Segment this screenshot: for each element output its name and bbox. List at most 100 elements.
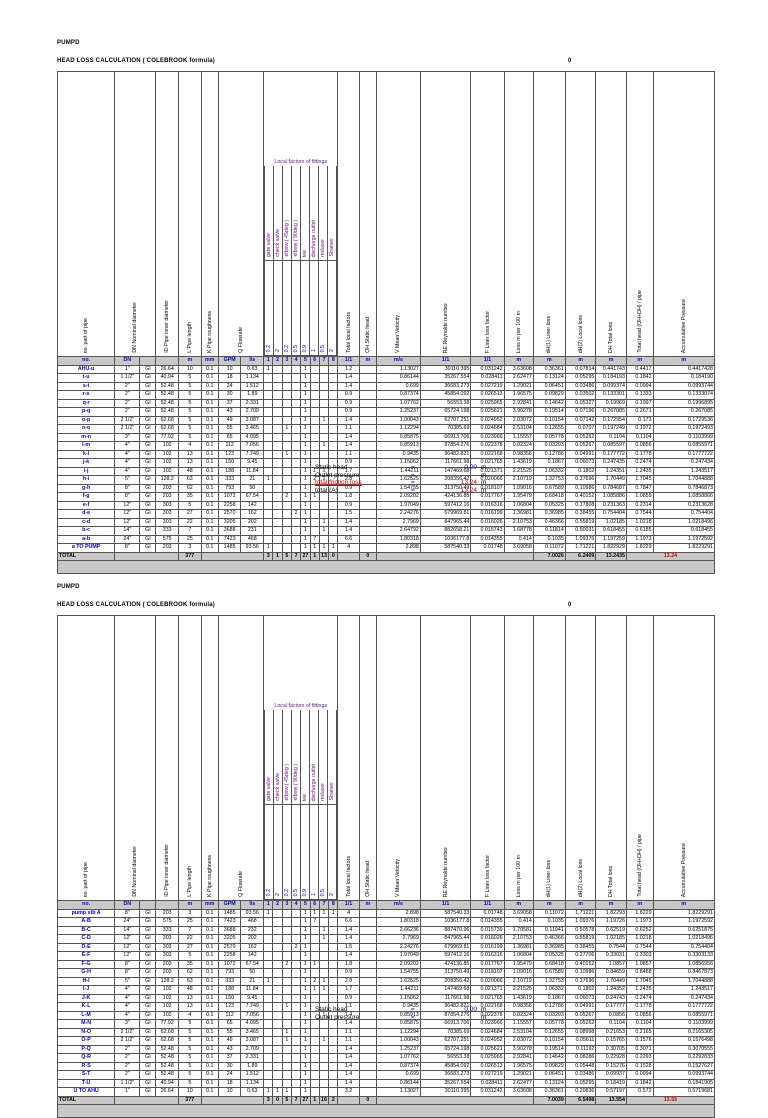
table-cell: D-E [56, 942, 116, 952]
fitting-factor-value: 2 [275, 893, 282, 896]
table-cell [318, 1044, 330, 1054]
unit-cell: m [178, 356, 202, 366]
unit-cell: mm [200, 356, 219, 366]
table-cell [281, 432, 292, 442]
table-cell: 14" [114, 526, 141, 536]
table-cell [281, 1070, 292, 1080]
table-cell: 0.618455 [595, 526, 627, 536]
total-length: 377 [178, 551, 202, 561]
table-cell: 0.19514 [532, 1044, 566, 1054]
table-cell: 2.8 [337, 976, 360, 986]
table-cell: 0.025621 [470, 1044, 505, 1054]
table-cell: 1.1973 [625, 917, 654, 927]
table-cell: 150 [217, 993, 242, 1003]
total-fitting-count: 7 [290, 1095, 302, 1105]
table-cell: 36683.273 [419, 381, 472, 391]
table-cell: 0.085597 [595, 441, 627, 451]
table-cell: 1.4 [337, 1061, 360, 1071]
table-cell [358, 1061, 377, 1071]
table-cell [263, 968, 274, 978]
table-cell: 2.10753 [503, 517, 534, 527]
column-header: DN Nominal diameter [114, 71, 157, 357]
table-cell: 0.12786 [532, 449, 566, 459]
table-cell: 0.1 [200, 1002, 219, 1012]
table-cell: 1.12294 [375, 1027, 421, 1037]
column-header: Loss m per 100 m [503, 71, 534, 357]
fitting-factor-value: 0.5 [320, 344, 327, 352]
table-cell: 1.13027 [375, 1087, 421, 1097]
table-cell: 1.95479 [503, 959, 534, 969]
table-cell: 1.96575 [503, 1061, 534, 1071]
table-cell: 1 [300, 492, 311, 502]
table-cell [358, 441, 377, 451]
total-head: 13.24 [625, 551, 716, 561]
table-cell: 2.898 [375, 543, 421, 553]
unit-cell: m [652, 356, 716, 366]
table-cell [309, 951, 320, 961]
table-cell: 0.18419 [595, 1078, 627, 1088]
total-liner-loss: 7.0039 [532, 1095, 566, 1105]
table-cell [290, 1002, 302, 1012]
table-cell: 0.027219 [470, 1070, 505, 1080]
table-cell: 1485 [217, 908, 242, 918]
table-cell: 1.36981 [503, 509, 534, 519]
table-cell: 77.92 [155, 432, 179, 442]
table-cell: 1.4 [337, 934, 360, 944]
table-cell [290, 993, 302, 1003]
table-row: F-G 8" GI 203 35 0.1 1072 67.54 2 1 1 1.8 2.09202 424… [56, 959, 716, 969]
summary-equals: = [411, 1006, 415, 1013]
table-cell: GI [139, 1078, 157, 1088]
pumpd-label: PUMPD [57, 584, 80, 590]
table-cell: 5 [178, 1044, 202, 1054]
table-cell: 36683.273 [419, 1070, 472, 1080]
table-cell: 162 [240, 509, 265, 519]
table-cell [263, 441, 274, 451]
table-cell: 3688 [217, 526, 242, 536]
local-factors-header: Local factors of fittings gate valve check… [263, 71, 339, 357]
table-cell [328, 509, 339, 519]
table-cell: 0.30705 [595, 1044, 627, 1054]
table-cell: 1 1/2" [114, 373, 141, 383]
table-cell: 203 [155, 959, 179, 969]
table-cell: 1 [300, 526, 311, 536]
table-cell [272, 1078, 283, 1088]
table-cell: 1 [300, 1061, 311, 1071]
table-cell [263, 951, 274, 961]
table-cell: GI [139, 407, 157, 417]
table-cell: 1.8229 [625, 543, 654, 553]
table-cell [272, 908, 283, 918]
table-cell: 2 [281, 492, 292, 502]
summary-label: Static head [315, 464, 348, 471]
table-cell: 1.197259 [595, 534, 627, 544]
table-cell: 0.9435 [375, 449, 421, 459]
table-cell [290, 517, 302, 527]
fitting-factor-value: 2 [329, 349, 336, 352]
table-cell: 0.85913 [375, 441, 421, 451]
table-cell: 0.0856 [625, 1010, 654, 1020]
total-fitting-count: 1 [309, 1095, 320, 1105]
table-cell: GI [139, 968, 157, 978]
table-cell: 102 [155, 466, 179, 476]
table-cell [328, 1061, 339, 1071]
table-cell [272, 381, 283, 391]
table-cell: 1 [318, 517, 330, 527]
unit-cell: 6 [309, 356, 320, 366]
table-cell [290, 1087, 302, 1097]
table-cell: 0.754404 [652, 942, 716, 952]
table-cell: 7.056 [240, 1010, 265, 1020]
table-cell: 0.1997 [625, 398, 654, 408]
table-cell: 48 [178, 466, 202, 476]
table-cell: 0.68418 [532, 959, 566, 969]
table-cell: GI [139, 917, 157, 927]
table-cell: 0.05267 [564, 441, 597, 451]
table-cell: 3.63608 [503, 364, 534, 374]
table-cell: 2" [114, 1061, 141, 1071]
table-cell: 0.247435 [595, 458, 627, 468]
column-header: dH(2) Local loss [564, 615, 597, 901]
table-cell: 0.2165 [625, 1027, 654, 1037]
table-cell: 0.12655 [532, 424, 566, 434]
table-cell: 1.89 [240, 1061, 265, 1071]
table-cell: 0.17808 [564, 500, 597, 510]
table-cell: 847965.44 [419, 517, 472, 527]
table-cell [263, 500, 274, 510]
